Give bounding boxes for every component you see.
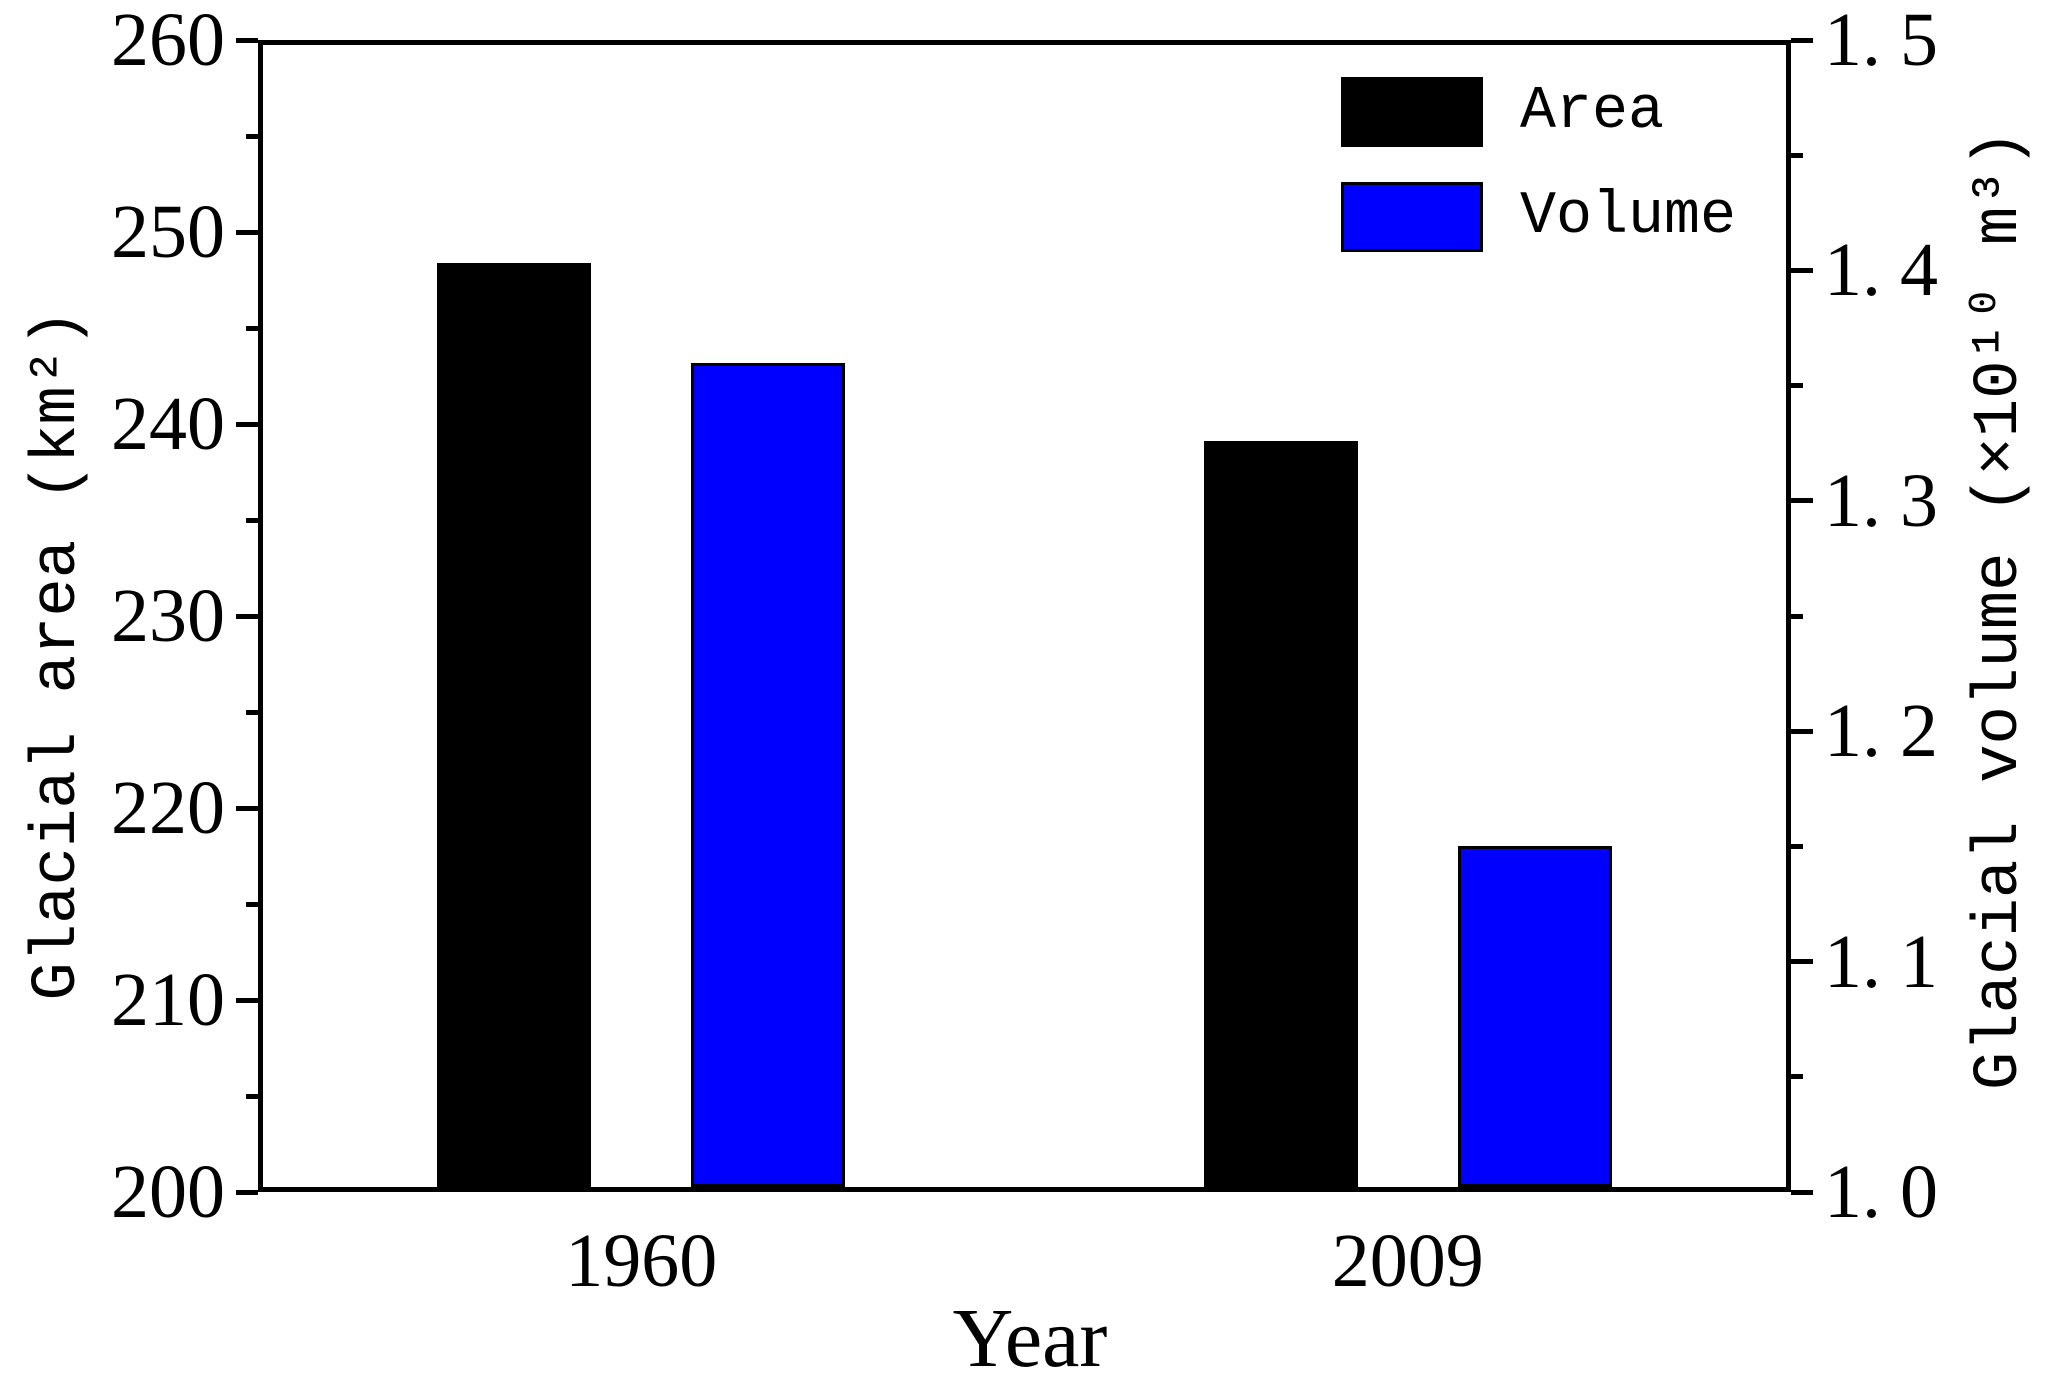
legend: Area Volume: [1341, 77, 1736, 252]
y-tick-label-left: 240: [111, 382, 225, 466]
y-tick-label-left: 230: [111, 574, 225, 658]
y-tick-label-right: 1. 0: [1824, 1150, 1938, 1234]
y-tick-label-right: 1. 1: [1824, 919, 1938, 1004]
y-tick-label-left: 220: [111, 766, 225, 850]
y-tick-label-right: 1. 3: [1824, 458, 1938, 543]
legend-row-volume: Volume: [1341, 182, 1736, 252]
bar-area-2009: [1203, 441, 1358, 1187]
y-tick-minor-left: [246, 133, 258, 139]
y-tick-label-right: 1. 5: [1824, 0, 1938, 82]
y-tick-minor-left: [246, 1093, 258, 1099]
y-tick-major-left: [236, 1189, 258, 1195]
y-tick-major-right: [1791, 959, 1813, 965]
y-tick-minor-right: [1791, 152, 1803, 158]
y-tick-major-left: [236, 613, 258, 619]
legend-label-area: Area: [1520, 78, 1665, 146]
y-tick-major-right: [1791, 728, 1813, 734]
x-axis-title: Year: [952, 1292, 1108, 1384]
y-tick-major-right: [1791, 267, 1813, 273]
y-tick-minor-left: [246, 709, 258, 715]
y-tick-minor-left: [246, 901, 258, 907]
y-tick-major-left: [236, 37, 258, 43]
bar-area-1960: [437, 262, 592, 1187]
legend-label-volume: Volume: [1520, 183, 1737, 251]
y-tick-minor-right: [1791, 843, 1803, 849]
y-tick-label-left: 210: [111, 958, 225, 1042]
y-tick-major-right: [1791, 37, 1813, 43]
legend-row-area: Area: [1341, 77, 1736, 147]
y-tick-major-right: [1791, 1189, 1813, 1195]
y-tick-minor-left: [246, 517, 258, 523]
y-tick-minor-right: [1791, 1074, 1803, 1080]
legend-swatch-area: [1341, 77, 1483, 147]
y-tick-label-left: 200: [111, 1150, 225, 1234]
y-tick-minor-right: [1791, 613, 1803, 619]
y-tick-minor-right: [1791, 383, 1803, 389]
y-tick-label-left: 250: [111, 190, 225, 274]
y-tick-label-left: 260: [111, 0, 225, 82]
y-tick-major-left: [236, 229, 258, 235]
y-tick-label-right: 1. 2: [1824, 689, 1938, 774]
y-tick-major-left: [236, 805, 258, 811]
x-tick-label-2009: 2009: [1331, 1219, 1484, 1303]
x-tick-label-1960: 1960: [565, 1219, 718, 1303]
y-tick-major-right: [1791, 498, 1813, 504]
legend-swatch-volume: [1341, 182, 1483, 252]
y-tick-major-left: [236, 421, 258, 427]
right-axis-title: Glacial volume (×10¹⁰ m³): [1964, 129, 2036, 1091]
bar-volume-1960: [691, 362, 846, 1187]
left-axis-title: Glacial area (km²): [22, 309, 94, 1001]
bar-volume-2009: [1457, 846, 1612, 1187]
y-tick-label-right: 1. 4: [1824, 228, 1938, 313]
y-tick-major-left: [236, 997, 258, 1003]
y-tick-minor-left: [246, 325, 258, 331]
